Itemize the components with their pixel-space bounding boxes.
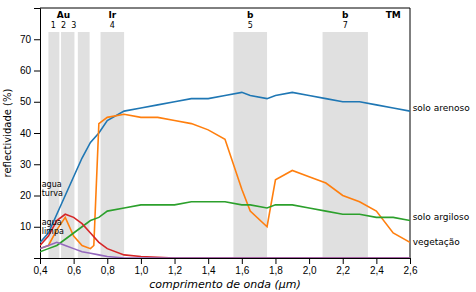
x-tick-mark xyxy=(107,258,108,264)
band-number-label: 1 2 3 xyxy=(51,21,76,30)
x-tick: 2,0 xyxy=(303,258,317,276)
plot: 0,4 0,6 0,8 1,0 1,2 1,4 1,6 1,8 2,0 2,2 2,4 2,6 10 20… xyxy=(20,8,470,276)
x-tick: 1,6 xyxy=(235,258,249,276)
x-axis: 0,4 0,6 0,8 1,0 1,2 1,4 1,6 1,8 2,0 2,2 2,4 2,6 xyxy=(34,258,418,276)
x-tick-mark xyxy=(343,258,344,264)
y-tick-label: 20 xyxy=(20,190,32,201)
x-tick-label: 1,8 xyxy=(269,265,283,276)
series-line xyxy=(40,214,410,258)
y-tick: 40 xyxy=(20,128,40,139)
annotation: agualimpa xyxy=(42,218,64,236)
spectral-band xyxy=(323,32,368,258)
band-group-label: b xyxy=(247,10,254,20)
frame-top xyxy=(40,8,410,9)
annotation: solo arenoso xyxy=(413,103,471,113)
band-labels: Au1 2 3Ir4b5b7TM xyxy=(51,10,401,30)
y-tick: 60 xyxy=(20,65,40,76)
x-tick-mark xyxy=(275,258,276,264)
x-tick-label: 1,6 xyxy=(235,265,249,276)
y-tick-label: 50 xyxy=(20,96,32,107)
band-group-label: Ir xyxy=(108,10,116,20)
y-tick-label: 10 xyxy=(20,221,32,232)
x-tick-label: 0,8 xyxy=(101,265,115,276)
x-tick-mark xyxy=(74,258,75,264)
x-tick-mark xyxy=(309,258,310,264)
band-number-label: 5 xyxy=(248,21,253,30)
marks xyxy=(40,32,410,258)
x-tick: 0,8 xyxy=(101,258,115,276)
x-tick: 0,4 xyxy=(34,258,48,276)
annotation: vegetação xyxy=(413,237,461,247)
y-tick-label: 40 xyxy=(20,128,32,139)
y-tick-mark xyxy=(34,133,40,134)
band-number-label: 4 xyxy=(110,21,115,30)
x-tick: 1,8 xyxy=(269,258,283,276)
spectral-band xyxy=(233,32,267,258)
series-line xyxy=(40,202,410,252)
annotations: solo arenoso solo argiloso vegetação aguatu… xyxy=(42,103,470,247)
x-tick: 2,4 xyxy=(370,258,384,276)
band-group-label: TM xyxy=(386,10,401,20)
x-tick-label: 2,6 xyxy=(404,265,418,276)
x-tick-mark xyxy=(410,258,411,264)
x-tick-label: 0,4 xyxy=(34,265,48,276)
x-tick: 1,0 xyxy=(134,258,148,276)
y-tick-mark xyxy=(34,196,40,197)
x-tick-label: 1,2 xyxy=(168,265,182,276)
series-line xyxy=(40,242,410,258)
y-tick: 10 xyxy=(20,221,40,232)
band-group-label: Au xyxy=(57,10,70,20)
x-tick-label: 1,0 xyxy=(134,265,148,276)
y-axis-title: reflectividade (%) xyxy=(2,88,13,177)
x-tick-label: 0,6 xyxy=(67,265,81,276)
x-tick-mark xyxy=(208,258,209,264)
x-tick: 2,6 xyxy=(404,258,418,276)
y-tick-label: 30 xyxy=(20,159,32,170)
y-tick: 70 xyxy=(20,34,40,45)
x-tick-label: 2,4 xyxy=(370,265,384,276)
x-tick-mark xyxy=(376,258,377,264)
x-tick-label: 2,0 xyxy=(303,265,317,276)
y-tick-label: 70 xyxy=(20,34,32,45)
y-tick-mark xyxy=(34,71,40,72)
spectral-band xyxy=(101,32,125,258)
x-tick-mark xyxy=(141,258,142,264)
spectral-band xyxy=(78,32,90,258)
x-tick: 1,2 xyxy=(168,258,182,276)
band-group-label: b xyxy=(342,10,349,20)
x-tick-mark xyxy=(175,258,176,264)
y-tick-mark xyxy=(34,102,40,103)
x-tick-label: 2,2 xyxy=(336,265,350,276)
y-axis: 10 20 30 40 50 60 70 xyxy=(20,9,41,259)
y-tick-mark xyxy=(34,164,40,165)
y-tick: 30 xyxy=(20,159,40,170)
x-axis-line xyxy=(41,259,411,265)
x-tick: 0,6 xyxy=(67,258,81,276)
band-number-label: 7 xyxy=(343,21,348,30)
chart: 0,4 0,6 0,8 1,0 1,2 1,4 1,6 1,8 2,0 2,2 2,4 2,6 10 20… xyxy=(0,0,476,292)
x-tick-mark xyxy=(242,258,243,264)
y-tick: 20 xyxy=(20,190,40,201)
series-line xyxy=(40,114,410,248)
x-tick: 1,4 xyxy=(202,258,216,276)
y-tick-label: 60 xyxy=(20,65,32,76)
y-tick-mark xyxy=(34,39,40,40)
annotation: aguaturva xyxy=(42,180,63,198)
y-tick-mark xyxy=(34,227,40,228)
annotation: solo argiloso xyxy=(413,212,470,222)
y-axis-line xyxy=(34,9,41,259)
x-tick: 2,2 xyxy=(336,258,350,276)
y-tick: 50 xyxy=(20,96,40,107)
x-axis-title: comprimento de onda (μm) xyxy=(149,278,301,291)
x-tick-label: 1,4 xyxy=(202,265,216,276)
